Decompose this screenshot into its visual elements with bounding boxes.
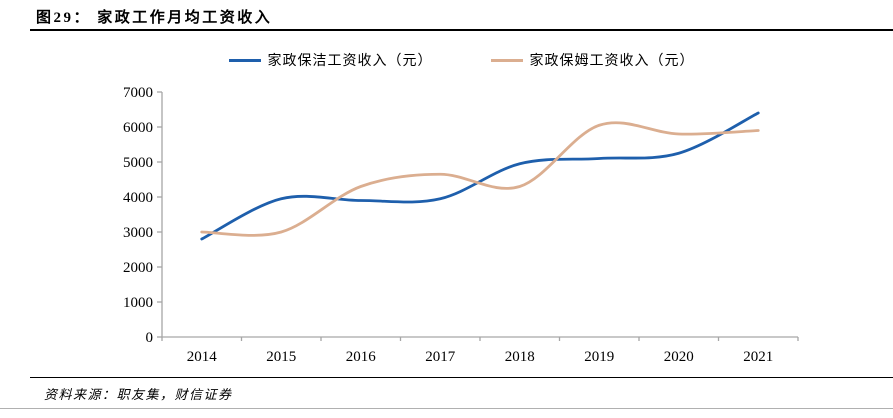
y-tick-label: 5000: [123, 155, 153, 171]
legend-label: 家政保姆工资收入（元）: [529, 54, 695, 69]
legend-item: 家政保洁工资收入（元）: [228, 50, 433, 70]
y-tick-label: 1000: [123, 295, 153, 311]
y-tick-label: 7000: [123, 85, 153, 101]
y-tick-label: 0: [146, 330, 154, 346]
legend-label: 家政保洁工资收入（元）: [267, 54, 433, 69]
x-tick-label: 2016: [346, 349, 377, 365]
legend-line-swatch: [228, 58, 261, 62]
axes: [157, 91, 799, 341]
x-tick-label: 2021: [743, 349, 773, 365]
figure-title: 图29： 家政工作月均工资收入: [36, 10, 273, 26]
y-tick-label: 2000: [123, 260, 153, 276]
x-tick-label: 2018: [505, 349, 535, 365]
x-tick-label: 2015: [266, 349, 296, 365]
title-divider: [30, 29, 893, 31]
x-axis-labels: 2014 2015 2016 2017 2018 2019 2020 2021: [187, 349, 774, 365]
series-line: [200, 111, 760, 241]
footer-divider: [30, 377, 893, 378]
y-tick-label: 4000: [123, 190, 153, 206]
x-tick-label: 2017: [425, 349, 456, 365]
x-tick-label: 2020: [664, 349, 694, 365]
x-tick-label: 2014: [187, 349, 218, 365]
legend-line-swatch: [490, 58, 523, 62]
source-note: 资料来源：职友集，财信证券: [44, 387, 233, 402]
series-line: [200, 121, 760, 237]
y-tick-label: 3000: [123, 225, 153, 241]
y-tick-label: 6000: [123, 120, 153, 136]
chart-legend: 家政保洁工资收入（元） 家政保姆工资收入（元）: [30, 50, 893, 70]
bottom-divider: [0, 408, 893, 409]
y-axis-labels: 0 1000 2000 3000 4000 5000 6000 7000: [123, 85, 153, 346]
legend-item: 家政保姆工资收入（元）: [490, 50, 695, 70]
x-tick-label: 2019: [584, 349, 614, 365]
